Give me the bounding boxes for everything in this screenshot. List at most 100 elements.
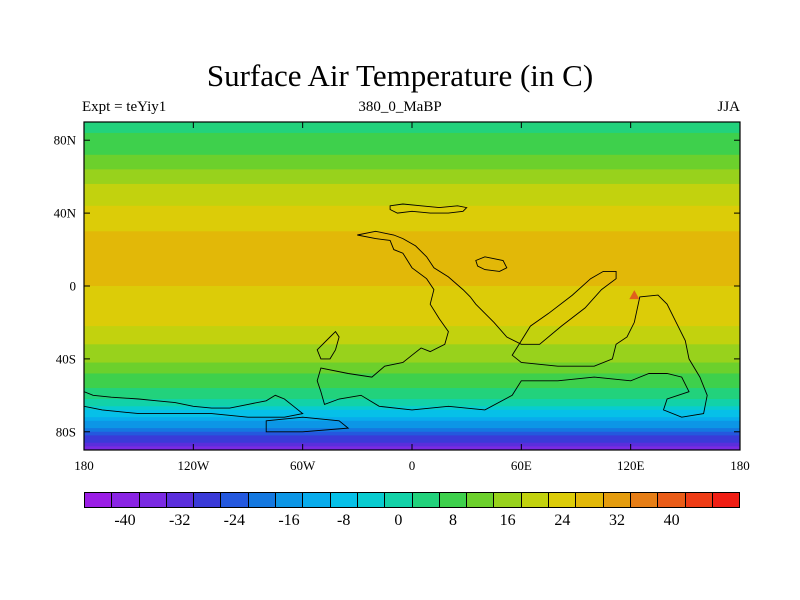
temperature-band bbox=[84, 154, 740, 160]
temperature-band bbox=[84, 293, 740, 298]
temperature-band bbox=[84, 147, 740, 152]
colorbar-swatch bbox=[112, 493, 140, 507]
temperature-band bbox=[84, 420, 740, 426]
colorbar-label: -40 bbox=[114, 512, 136, 529]
colorbar-label: 24 bbox=[554, 512, 571, 529]
temperature-band bbox=[84, 187, 740, 192]
colorbar-swatch bbox=[685, 493, 713, 507]
y-tick-label: 40N bbox=[54, 206, 77, 221]
temperature-band bbox=[84, 358, 740, 364]
x-tick-label: 180 bbox=[74, 458, 94, 473]
temperature-band bbox=[84, 329, 740, 334]
colorbar-swatch bbox=[194, 493, 222, 507]
colorbar-swatch bbox=[357, 493, 386, 507]
temperature-band bbox=[84, 267, 740, 273]
temperature-band bbox=[84, 286, 740, 291]
temperature-band bbox=[84, 424, 740, 429]
temperature-band bbox=[84, 194, 740, 200]
y-tick-label: 0 bbox=[70, 279, 77, 294]
land-outline bbox=[316, 330, 340, 360]
temperature-band bbox=[84, 344, 740, 349]
season-label: JJA bbox=[717, 99, 740, 115]
colorbar-label: -8 bbox=[336, 512, 351, 529]
temperature-band bbox=[84, 369, 740, 375]
marker-layer bbox=[629, 290, 640, 300]
colorbar-swatch bbox=[603, 493, 631, 507]
colorbar-swatch bbox=[139, 493, 167, 507]
time-slice-label: 380_0_MaBP bbox=[358, 99, 442, 115]
colorbar-label: 16 bbox=[499, 512, 516, 529]
colorbar-swatch bbox=[85, 493, 113, 507]
temperature-band bbox=[84, 300, 740, 305]
temperature-band bbox=[84, 315, 740, 320]
colorbar-swatch bbox=[521, 493, 550, 507]
temperature-band bbox=[84, 213, 740, 218]
colorbar-label: 32 bbox=[609, 512, 625, 529]
temperature-band bbox=[84, 165, 740, 170]
land-outline bbox=[475, 256, 508, 272]
colorbar-swatch bbox=[412, 493, 440, 507]
temperature-band bbox=[84, 224, 740, 229]
temperature-band bbox=[84, 162, 740, 167]
temperature-band bbox=[84, 391, 740, 396]
y-axis-labels: 80N 40N 0 40S 80S bbox=[54, 133, 77, 440]
temperature-band bbox=[84, 351, 740, 356]
land-outline bbox=[389, 203, 468, 214]
colorbar-swatch bbox=[439, 493, 468, 507]
temperature-band bbox=[84, 278, 740, 283]
y-tick-label: 80N bbox=[54, 133, 77, 148]
temperature-band bbox=[84, 409, 740, 415]
temperature-band bbox=[84, 326, 740, 331]
temperature-band bbox=[84, 428, 740, 433]
temperature-band bbox=[84, 253, 740, 258]
temperature-band bbox=[84, 431, 740, 437]
temperature-band bbox=[84, 249, 740, 254]
land-outline bbox=[265, 416, 350, 433]
colorbar-swatch bbox=[712, 493, 740, 507]
hotspot-marker bbox=[629, 290, 640, 300]
temperature-band bbox=[84, 373, 740, 378]
colorbar-label: -32 bbox=[168, 512, 191, 529]
temperature-band bbox=[84, 377, 740, 382]
temperature-band bbox=[84, 435, 740, 440]
land-outline bbox=[316, 230, 708, 418]
temperature-band bbox=[84, 169, 740, 174]
temperature-band bbox=[84, 402, 740, 407]
colorbar bbox=[84, 492, 740, 508]
temperature-band bbox=[84, 398, 740, 404]
experiment-label: Expt = teYiy1 bbox=[82, 99, 167, 115]
temperature-band bbox=[84, 289, 740, 294]
temperature-band bbox=[84, 140, 740, 145]
colorbar-swatch bbox=[303, 493, 331, 507]
temperature-band bbox=[84, 271, 740, 276]
axis-ticks bbox=[83, 122, 741, 450]
temperature-band bbox=[84, 256, 740, 262]
temperature-band bbox=[84, 307, 740, 313]
colorbar-swatch bbox=[658, 493, 686, 507]
colorbar-swatch bbox=[630, 493, 659, 507]
temperature-band bbox=[84, 333, 740, 338]
colorbar-labels: -40 -32 -24 -16 -8 0 8 16 24 32 40 bbox=[84, 508, 740, 532]
temperature-band bbox=[84, 417, 740, 422]
y-tick-label: 40S bbox=[56, 351, 76, 366]
temperature-band bbox=[84, 198, 740, 203]
temperature-band bbox=[84, 234, 740, 240]
x-tick-label: 60W bbox=[290, 458, 316, 473]
temperature-band bbox=[84, 191, 740, 196]
colorbar-swatch bbox=[467, 493, 495, 507]
temperature-band bbox=[84, 227, 740, 232]
temperature-band bbox=[84, 322, 740, 327]
temperature-band bbox=[84, 304, 740, 309]
temperature-band bbox=[84, 242, 740, 247]
temperature-band bbox=[84, 173, 740, 178]
x-tick-label: 180 bbox=[730, 458, 750, 473]
x-tick-label: 0 bbox=[409, 458, 416, 473]
colorbar-label: 8 bbox=[449, 512, 457, 529]
colorbar-label: 0 bbox=[394, 512, 403, 529]
colorbar-swatch bbox=[494, 493, 522, 507]
colorbar-swatch bbox=[385, 493, 413, 507]
temperature-band bbox=[84, 151, 740, 156]
x-tick-label: 60E bbox=[511, 458, 532, 473]
temperature-band bbox=[84, 362, 740, 367]
